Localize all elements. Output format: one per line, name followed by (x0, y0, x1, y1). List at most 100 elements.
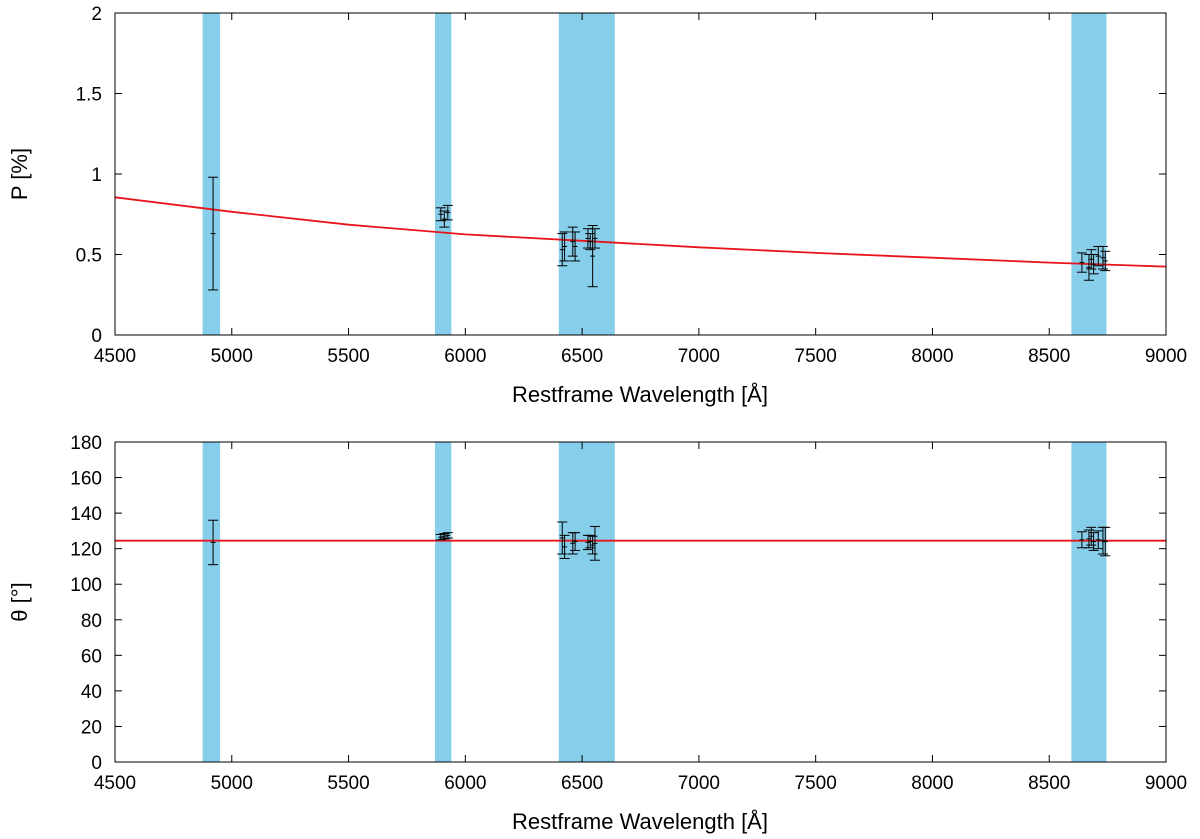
x-tick-label: 5500 (327, 346, 369, 367)
data-point (585, 534, 596, 549)
x-tick: 5500 (327, 13, 370, 367)
y-tick: 160 (70, 469, 1166, 490)
y-tick: 80 (81, 611, 1166, 632)
y-tick: 120 (70, 540, 1166, 561)
y-tick: 1 (91, 165, 1166, 186)
x-tick-label: 9000 (1145, 773, 1187, 794)
shaded-band (558, 13, 615, 335)
shaded-band (1071, 442, 1107, 762)
y-tick-label: 1 (91, 165, 102, 186)
data-point (570, 532, 581, 551)
data-point (1086, 526, 1097, 546)
x-tick: 9000 (1145, 442, 1187, 794)
x-tick: 6000 (444, 13, 486, 367)
fit-line-group (114, 196, 1167, 268)
x-tick: 4500 (94, 442, 136, 794)
x-tick: 8500 (1028, 442, 1070, 794)
y-tick: 0.5 (76, 246, 1166, 267)
plot-frame (114, 12, 1167, 336)
x-tick: 7000 (678, 442, 720, 794)
x-tick-label: 6000 (444, 773, 486, 794)
data-point (1088, 254, 1099, 275)
x-tick-label: 7000 (678, 346, 720, 367)
x-axis-title: Restframe Wavelength [Å] (512, 382, 768, 407)
y-tick: 0 (91, 326, 1166, 347)
x-axis-ticks: 4500 5000 5500 6000 6500 7000 7500 8000 8500 9000 (94, 13, 1187, 367)
x-tick: 8500 (1028, 13, 1070, 367)
x-tick: 8000 (911, 13, 954, 367)
polarization-angle-panel: 4500 5000 5500 6000 6500 7000 7500 8000 8500 9000… (7, 433, 1187, 834)
x-tick-label: 4500 (94, 773, 136, 794)
plot-frame (114, 441, 1167, 763)
x-tick-label: 8500 (1028, 773, 1070, 794)
data-point (1086, 249, 1097, 270)
y-tick-label: 140 (70, 504, 102, 525)
data-point (557, 233, 568, 267)
x-tick-label: 6500 (561, 773, 603, 794)
y-tick-label: 1.5 (76, 85, 102, 106)
x-tick-label: 6500 (561, 346, 603, 367)
y-tick: 2 (91, 4, 1166, 25)
polarization-degree-panel: 4500 5000 5500 6000 6500 7000 7500 8000 8500 9000… (7, 4, 1187, 407)
data-point (559, 534, 570, 559)
data-points (208, 519, 1111, 566)
data-point (559, 231, 570, 262)
x-tick-label: 7500 (795, 773, 837, 794)
y-tick-label: 100 (70, 575, 102, 596)
x-tick-label: 5000 (211, 346, 253, 367)
data-point (1093, 530, 1104, 550)
y-axis-title: P [%] (7, 148, 32, 200)
x-axis-ticks: 4500 5000 5500 6000 6500 7000 7500 8000 8500 9000 (94, 442, 1187, 794)
data-point (587, 225, 598, 288)
y-tick: 180 (70, 433, 1166, 454)
shaded-bands (202, 442, 1107, 762)
x-tick-label: 8500 (1028, 346, 1070, 367)
x-tick: 4500 (94, 13, 136, 367)
data-point (1076, 252, 1087, 273)
data-points (208, 176, 1111, 291)
y-axis-ticks: 0 20 40 60 80 100 120 140 160 180 (70, 433, 1166, 774)
y-tick: 60 (81, 646, 1166, 667)
data-point (442, 532, 453, 539)
x-tick: 6000 (444, 442, 486, 794)
y-tick-label: 20 (81, 717, 102, 738)
shaded-band (434, 442, 452, 762)
data-point (1100, 250, 1111, 272)
data-point (585, 233, 596, 251)
x-tick-label: 7000 (678, 773, 720, 794)
x-tick-label: 8000 (911, 773, 953, 794)
y-axis-title: θ [°] (7, 582, 32, 621)
data-point (1088, 532, 1099, 551)
data-point (208, 519, 219, 566)
data-point (1097, 245, 1108, 270)
y-tick: 140 (70, 504, 1166, 525)
data-point (442, 204, 453, 221)
data-point (570, 231, 581, 262)
x-tick: 6500 (561, 442, 603, 794)
shaded-bands (202, 13, 1107, 335)
y-tick-label: 120 (70, 540, 102, 561)
y-tick-label: 40 (81, 682, 102, 703)
x-tick-label: 7500 (795, 346, 837, 367)
x-tick: 7500 (795, 442, 837, 794)
data-point (589, 525, 600, 561)
x-tick: 5000 (211, 13, 253, 367)
axes-frame (114, 12, 1167, 336)
y-tick-label: 80 (81, 611, 102, 632)
y-tick-label: 0.5 (76, 246, 102, 267)
y-tick: 100 (70, 575, 1166, 596)
x-tick-label: 6000 (444, 346, 486, 367)
shaded-band (202, 442, 221, 762)
y-axis-ticks: 0 0.5 1 1.5 2 (76, 4, 1166, 347)
y-tick-label: 0 (91, 326, 102, 347)
x-tick: 9000 (1145, 13, 1187, 367)
y-tick-label: 0 (91, 753, 102, 774)
data-point (589, 228, 600, 249)
x-tick-label: 5000 (211, 773, 253, 794)
x-axis-title: Restframe Wavelength [Å] (512, 809, 768, 834)
shaded-band (202, 13, 221, 335)
y-tick-label: 180 (70, 433, 102, 454)
axes-frame (114, 441, 1167, 763)
x-tick-label: 8000 (911, 346, 953, 367)
